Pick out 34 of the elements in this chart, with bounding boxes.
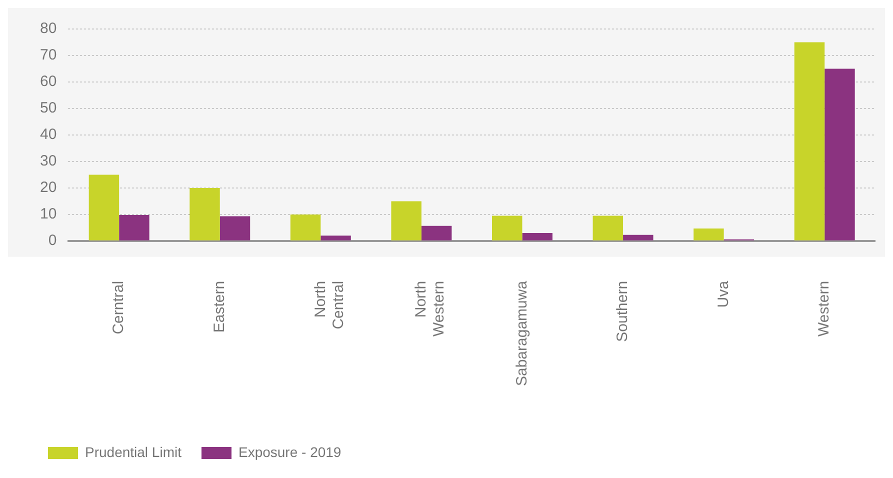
x-tick-label: Cerntral [110, 280, 128, 334]
bar [694, 228, 724, 240]
x-tick-label: Western [816, 280, 833, 337]
bar [290, 214, 321, 240]
x-tick-label: Sabaragamuwa [513, 280, 530, 386]
legend-label: Exposure - 2019 [238, 444, 342, 460]
bar [492, 216, 522, 240]
bar [320, 236, 351, 240]
legend-label: Prudential Limit [85, 444, 182, 460]
x-tick-label: Southern [614, 280, 632, 342]
bar [824, 68, 855, 240]
bar [522, 232, 552, 240]
bar [88, 174, 120, 240]
x-tick-label: Eastern [211, 280, 228, 333]
bar [190, 188, 220, 240]
y-tick-label: 80 [40, 20, 57, 38]
y-tick-label: 60 [40, 73, 57, 90]
bar [421, 226, 452, 240]
y-tick-label: 10 [40, 206, 57, 223]
x-tick-label: Uva [714, 280, 732, 308]
y-tick-label: 20 [40, 179, 57, 196]
y-tick-label: 30 [40, 152, 57, 170]
bar [119, 214, 150, 240]
bar [220, 216, 250, 240]
x-tick-label: North Central [312, 280, 347, 330]
bar [592, 216, 624, 240]
bar [623, 234, 654, 240]
x-tick-label: North Western [412, 280, 448, 337]
y-tick-label: 50 [40, 100, 57, 117]
y-tick-label: 40 [40, 126, 57, 144]
bar [391, 201, 422, 240]
bar [794, 42, 825, 240]
y-tick-label: 70 [40, 46, 57, 64]
y-tick-label: 0 [48, 232, 57, 250]
